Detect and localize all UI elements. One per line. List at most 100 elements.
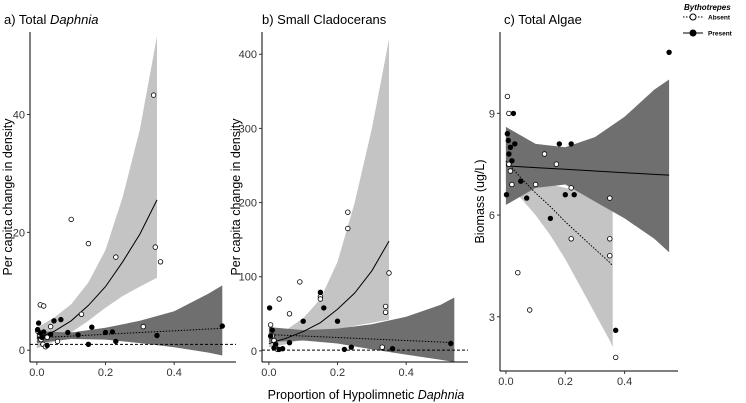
data-point-present	[58, 316, 64, 323]
x-tick-label: 0.2	[98, 367, 113, 379]
data-point-absent	[607, 195, 613, 201]
data-point-absent	[140, 323, 146, 330]
data-point-absent	[532, 181, 539, 188]
data-point-present	[154, 332, 160, 339]
data-point-present	[547, 215, 554, 222]
data-point-absent	[504, 93, 511, 100]
data-point-absent	[276, 296, 282, 302]
panel-title-italic: Daphnia	[50, 12, 98, 27]
data-point-present	[562, 191, 568, 198]
data-point-present	[286, 340, 293, 346]
legend-present-marker	[689, 29, 697, 37]
data-point-present	[51, 318, 57, 324]
data-point-present	[389, 346, 396, 352]
data-point-absent	[541, 151, 548, 157]
panel-plot-area	[262, 39, 468, 362]
x-axis-label: Proportion of Hypolimnetic Daphnia	[268, 388, 465, 402]
data-point-present	[89, 324, 95, 330]
data-point-absent	[44, 334, 50, 340]
legend-absent-marker	[689, 13, 697, 21]
data-point-present	[35, 320, 42, 326]
legend: Bythotrepes Absent Present	[683, 3, 733, 38]
x-tick-label: 0.0	[261, 367, 276, 379]
data-point-present	[510, 110, 517, 117]
data-point-present	[273, 341, 279, 347]
data-point-absent	[150, 92, 157, 98]
x-tick-label: 0.2	[558, 376, 573, 388]
fit-line-present	[36, 327, 223, 339]
data-point-absent	[568, 236, 574, 242]
confidence-band-present	[505, 79, 670, 253]
confidence-band-present	[268, 297, 455, 362]
data-point-absent	[506, 161, 512, 167]
data-point-absent	[613, 354, 619, 361]
data-point-present	[39, 334, 45, 340]
y-tick-label: 0	[251, 346, 257, 358]
data-point-absent	[568, 185, 574, 191]
fit-line-present	[268, 334, 455, 344]
y-tick-label: 100	[239, 272, 257, 284]
y-axis-label: Biomass (ug/L)	[473, 159, 487, 243]
panel-title: a) Total Daphnia	[4, 12, 98, 27]
data-point-present	[334, 318, 341, 324]
x-tick-label: 0.4	[617, 376, 632, 388]
data-point-present	[65, 329, 71, 336]
fit-line-present	[505, 165, 670, 176]
legend-title: Bythotrepes	[684, 3, 731, 12]
panel-2: c) Total Algae Biomass (ug/L) 0.0 0.2 0.4 3 6 9	[473, 12, 678, 388]
data-point-absent	[317, 296, 324, 302]
panel-title-text: b) Small Cladocerans	[262, 12, 387, 27]
data-point-absent	[553, 161, 560, 167]
data-point-present	[503, 191, 510, 198]
data-point-present	[41, 329, 47, 335]
x-tick-label: 0.0	[29, 367, 44, 379]
data-point-present	[279, 346, 286, 352]
data-point-present	[317, 289, 324, 295]
data-point-absent	[78, 311, 85, 317]
y-tick-label: 9	[489, 108, 495, 120]
data-point-present	[666, 49, 672, 55]
data-point-present	[448, 340, 454, 347]
panel-1: b) Small Cladocerans Per capita change in…	[229, 12, 468, 379]
data-point-absent	[54, 338, 61, 345]
confidence-band-present	[36, 285, 223, 356]
data-point-absent	[607, 252, 613, 259]
data-point-present	[568, 141, 574, 147]
data-point-present	[505, 137, 511, 144]
data-point-absent	[157, 259, 164, 265]
data-point-absent	[345, 209, 351, 215]
data-point-absent	[345, 225, 351, 232]
data-point-present	[219, 323, 225, 329]
data-point-absent	[507, 168, 514, 174]
data-point-absent	[41, 303, 47, 309]
data-point-absent	[379, 344, 385, 350]
x-tick-label: 0.4	[399, 367, 414, 379]
data-point-present	[341, 346, 348, 353]
panel-title-text: a) Total	[4, 12, 50, 27]
data-point-present	[518, 178, 524, 184]
data-point-absent	[47, 323, 54, 330]
data-point-present	[509, 158, 515, 164]
y-tick-label: 0	[19, 345, 25, 357]
legend-absent-label: Absent	[708, 15, 731, 22]
data-point-absent	[382, 309, 389, 315]
y-axis-label: Per capita change in density	[1, 118, 15, 276]
data-point-present	[44, 342, 50, 349]
data-point-present	[47, 331, 54, 337]
data-point-present	[556, 141, 562, 147]
panel-title: c) Total Algae	[504, 12, 582, 27]
data-point-absent	[113, 254, 119, 260]
panel-title-text: c) Total Algae	[504, 12, 582, 27]
panel-title: b) Small Cladocerans	[262, 12, 387, 27]
data-point-present	[506, 151, 512, 157]
data-point-present	[512, 141, 518, 147]
data-point-present	[571, 191, 577, 198]
data-point-present	[300, 318, 306, 324]
data-point-absent	[509, 181, 515, 188]
panel-plot-area	[30, 36, 236, 356]
x-tick-label: 0.0	[498, 376, 513, 388]
y-tick-label: 6	[489, 210, 495, 222]
data-point-absent	[515, 270, 521, 276]
confidence-band-absent	[36, 36, 157, 349]
